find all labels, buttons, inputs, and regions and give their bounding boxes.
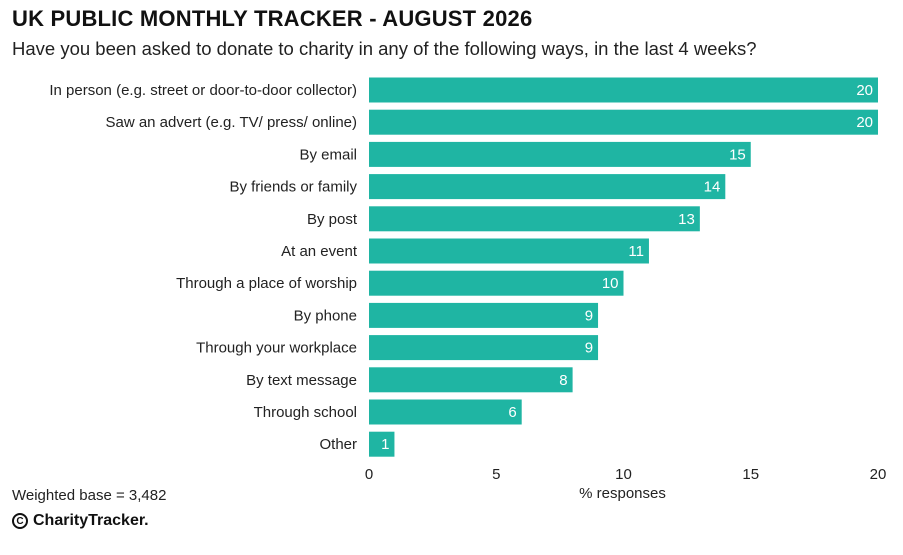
data-label: 10 <box>602 275 619 292</box>
bar <box>369 431 395 457</box>
category-label: Other <box>319 436 357 453</box>
bar <box>369 335 599 361</box>
bar <box>369 399 522 425</box>
category-label: Through your workplace <box>196 340 357 357</box>
brand-name: CharityTracker. <box>33 512 149 529</box>
x-tick-label: 15 <box>742 466 759 483</box>
category-label: By text message <box>246 372 357 389</box>
bar <box>369 141 751 167</box>
bar <box>369 174 726 200</box>
category-label: Through a place of worship <box>176 275 357 292</box>
x-tick-label: 20 <box>870 466 887 483</box>
bar <box>369 367 573 393</box>
category-label: By phone <box>294 307 357 324</box>
bar <box>369 109 878 135</box>
bar <box>369 302 599 328</box>
category-label: In person (e.g. street or door-to-door c… <box>49 82 357 99</box>
bar <box>369 270 624 296</box>
weighted-base-note: Weighted base = 3,482 <box>12 487 167 504</box>
data-label: 9 <box>585 340 593 357</box>
category-label: At an event <box>281 243 358 260</box>
data-label: 20 <box>856 114 873 131</box>
x-tick-label: 5 <box>492 466 500 483</box>
x-tick-label: 0 <box>365 466 373 483</box>
data-label: 13 <box>678 211 695 228</box>
data-label: 15 <box>729 146 746 163</box>
x-axis-label: % responses <box>579 485 666 502</box>
category-label: By friends or family <box>229 179 357 196</box>
data-label: 9 <box>585 307 593 324</box>
copyright-icon: C <box>12 513 28 529</box>
bar <box>369 238 649 264</box>
bar <box>369 77 878 103</box>
category-label: Through school <box>254 404 357 421</box>
chart-title: UK PUBLIC MONTHLY TRACKER - AUGUST 2026 <box>12 6 533 31</box>
category-label: Saw an advert (e.g. TV/ press/ online) <box>105 114 357 131</box>
data-label: 20 <box>856 82 873 99</box>
category-label: By email <box>299 146 357 163</box>
data-label: 6 <box>508 404 516 421</box>
data-label: 8 <box>559 372 567 389</box>
data-label: 11 <box>628 243 644 260</box>
data-label: 1 <box>381 436 389 453</box>
bar <box>369 206 700 232</box>
chart-subtitle: Have you been asked to donate to charity… <box>12 38 757 59</box>
category-label: By post <box>307 211 358 228</box>
data-label: 14 <box>704 179 721 196</box>
brand-logo: C CharityTracker. <box>12 512 149 530</box>
x-tick-label: 10 <box>615 466 632 483</box>
